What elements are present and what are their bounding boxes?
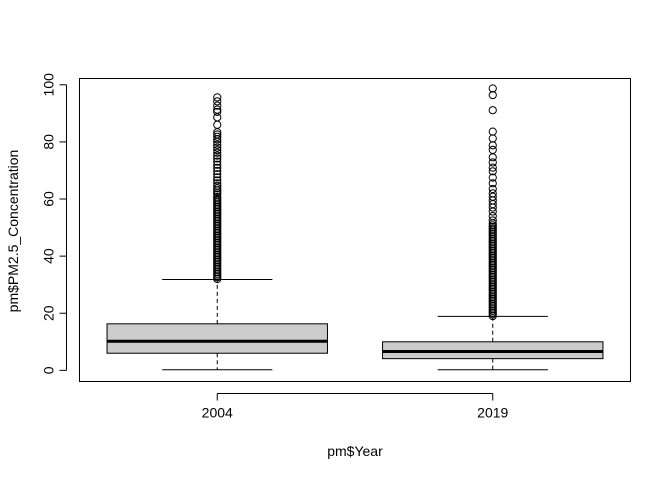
outlier-point bbox=[488, 163, 497, 172]
outlier-point bbox=[488, 153, 497, 162]
outlier-point bbox=[213, 157, 222, 166]
outlier-point bbox=[213, 163, 222, 172]
outlier-point bbox=[213, 101, 222, 110]
outlier-point bbox=[488, 192, 497, 201]
y-tick-label: 60 bbox=[41, 191, 57, 207]
outlier-point bbox=[213, 148, 222, 157]
iqr-box bbox=[106, 323, 328, 354]
outlier-point bbox=[213, 179, 222, 188]
outlier-point bbox=[213, 143, 222, 152]
box-2004 bbox=[106, 93, 328, 371]
outlier-point bbox=[213, 120, 222, 129]
outlier-point bbox=[213, 173, 222, 182]
outlier-point bbox=[213, 146, 222, 155]
outlier-point bbox=[488, 221, 497, 230]
x-tick-label: 2019 bbox=[477, 405, 508, 421]
outlier-point bbox=[488, 212, 497, 221]
x-axis: 2004 2019 bbox=[202, 393, 509, 421]
outlier-point bbox=[488, 184, 497, 194]
box-2019 bbox=[382, 84, 604, 371]
y-tick-label: 0 bbox=[41, 366, 57, 374]
y-tick-label: 100 bbox=[41, 73, 57, 97]
y-axis-label: pm$PM2.5_Concentration bbox=[5, 150, 21, 313]
outlier-point bbox=[488, 145, 497, 154]
outlier-point bbox=[488, 179, 497, 188]
outlier-point bbox=[213, 188, 222, 197]
outlier-point bbox=[488, 158, 497, 167]
outlier-point bbox=[213, 192, 222, 201]
outlier-point bbox=[213, 166, 222, 176]
outlier-point bbox=[488, 84, 497, 93]
outlier-point bbox=[213, 130, 222, 139]
outlier-point bbox=[488, 90, 497, 100]
outlier-point bbox=[213, 93, 222, 102]
outlier-point bbox=[213, 154, 222, 163]
outlier-point bbox=[213, 113, 222, 122]
outlier-point bbox=[488, 167, 497, 176]
outlier-point bbox=[213, 151, 222, 160]
outlier-point bbox=[213, 176, 222, 185]
outlier-point bbox=[488, 106, 497, 115]
outlier-point bbox=[213, 107, 222, 117]
y-tick-label: 40 bbox=[41, 248, 57, 264]
boxes-layer bbox=[106, 84, 604, 371]
outlier-point bbox=[213, 170, 222, 179]
outlier-point bbox=[488, 216, 497, 225]
outlier-point bbox=[213, 181, 222, 190]
outlier-point bbox=[213, 184, 222, 193]
outlier-point bbox=[213, 132, 222, 141]
outlier-point bbox=[488, 173, 497, 182]
outlier-point bbox=[213, 97, 222, 106]
outlier-point bbox=[488, 189, 497, 198]
x-tick-label: 2004 bbox=[202, 405, 233, 421]
y-tick-label: 20 bbox=[41, 305, 57, 321]
outlier-point bbox=[488, 141, 497, 150]
outlier-point bbox=[488, 134, 497, 143]
plot-frame bbox=[79, 78, 631, 382]
outlier-point bbox=[213, 105, 222, 114]
outlier-point bbox=[213, 190, 222, 199]
x-axis-label: pm$Year bbox=[327, 443, 383, 459]
outlier-point bbox=[488, 127, 497, 136]
outlier-point bbox=[213, 160, 222, 169]
outlier-point bbox=[213, 140, 222, 149]
y-tick-label: 80 bbox=[41, 134, 57, 150]
y-axis: 0 20 40 60 80 100 bbox=[41, 73, 67, 374]
